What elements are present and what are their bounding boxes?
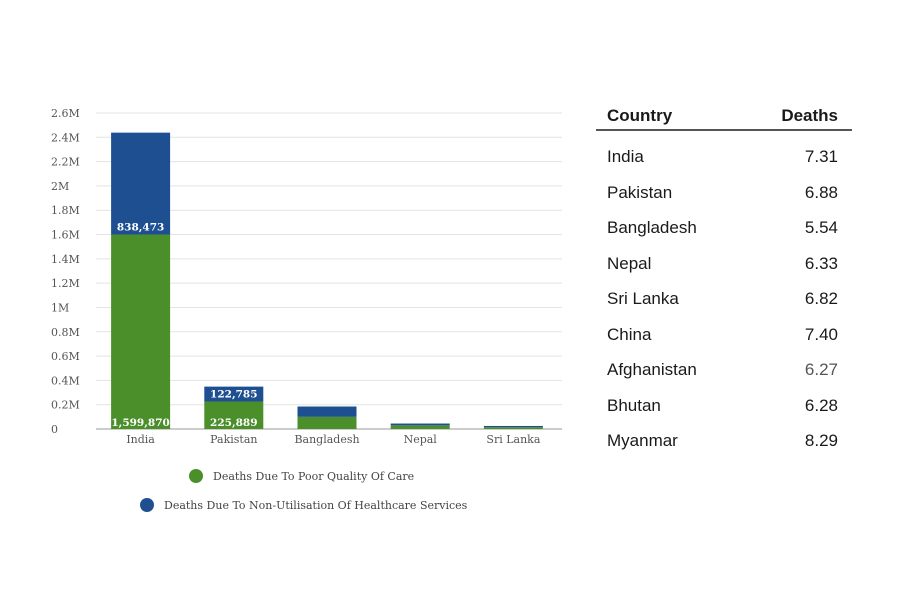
deaths-cell: 7.40 <box>804 324 838 344</box>
table-row: Pakistan 6.88 <box>596 175 852 211</box>
legend-swatch <box>189 469 203 483</box>
x-category-label: India <box>126 433 155 446</box>
data-label-non-utilisation: 122,785 <box>210 389 258 401</box>
x-category-label: Sri Lanka <box>486 433 540 446</box>
deaths-cell: 6.82 <box>804 289 838 308</box>
bar-non-utilisation <box>390 423 450 426</box>
country-cell: Nepal <box>607 253 652 273</box>
country-cell: Afghanistan <box>607 360 697 379</box>
bar-non-utilisation <box>204 386 264 402</box>
table-row: Bhutan 6.28 <box>596 388 852 424</box>
country-cell: Pakistan <box>607 182 673 202</box>
deaths-cell: 5.54 <box>804 218 838 237</box>
bar-non-utilisation <box>483 425 543 428</box>
header-country: Country <box>607 106 673 125</box>
y-tick-label: 1.6M <box>51 229 80 242</box>
x-category-label: Nepal <box>404 433 438 446</box>
table-row: Myanmar 8.29 <box>596 423 852 459</box>
data-labels: 1,599,870 838,473 225,889 122,785 <box>111 222 257 429</box>
deaths-cell: 6.33 <box>804 253 838 273</box>
table-row: Bangladesh 5.54 <box>596 210 852 246</box>
deaths-cell: 6.88 <box>804 182 838 202</box>
bar-poor-quality-care <box>390 425 450 429</box>
table-row: China 7.40 <box>596 317 852 353</box>
country-cell: Bhutan <box>607 395 661 415</box>
y-axis-ticks: 0 0.2M 0.4M 0.6M 0.8M 1M 1.2M 1.4M 1.6M 1.8M 2M 2.2… <box>51 107 80 436</box>
data-label-non-utilisation: 838,473 <box>117 222 165 234</box>
country-cell: Bangladesh <box>607 218 697 237</box>
header-deaths: Deaths <box>781 106 838 125</box>
country-cell: China <box>607 324 652 344</box>
x-category-label: Bangladesh <box>294 433 359 446</box>
y-tick-label: 1M <box>51 301 69 314</box>
bar-poor-quality-care <box>111 234 171 429</box>
legend-swatch <box>140 498 154 512</box>
data-label-poor-quality: 1,599,870 <box>111 417 169 429</box>
bar-non-utilisation <box>111 132 171 235</box>
country-cell: Myanmar <box>607 431 678 450</box>
y-tick-label: 2.6M <box>51 107 80 120</box>
y-tick-label: 0.4M <box>51 374 80 387</box>
bar-poor-quality-care <box>297 416 357 429</box>
y-tick-label: 2M <box>51 180 69 193</box>
deaths-cell: 8.29 <box>804 431 838 450</box>
x-category-label: Pakistan <box>210 433 257 446</box>
y-tick-label: 0.2M <box>51 399 80 412</box>
table-row: India 7.31 <box>596 139 852 175</box>
deaths-cell: 6.27 <box>804 360 838 379</box>
legend-label: Deaths Due To Poor Quality Of Care <box>213 470 414 483</box>
y-tick-label: 0 <box>51 423 58 436</box>
table-header: Country Deaths <box>596 98 852 131</box>
gridlines <box>96 112 562 430</box>
bar-non-utilisation <box>297 406 357 417</box>
y-tick-label: 1.8M <box>51 204 80 217</box>
y-tick-label: 2.2M <box>51 156 80 169</box>
deaths-table: Country Deaths India 7.31 Pakistan 6.88 Bang… <box>596 98 852 459</box>
legend: Deaths Due To Poor Quality Of Care Deaths… <box>140 469 468 512</box>
deaths-cell: 7.31 <box>804 147 838 166</box>
legend-label: Deaths Due To Non-Utilisation Of Healthc… <box>164 499 468 512</box>
table-row: Nepal 6.33 <box>596 246 852 282</box>
table-row: Afghanistan 6.27 <box>596 352 852 388</box>
y-tick-label: 0.6M <box>51 350 80 363</box>
y-tick-label: 1.4M <box>51 253 80 266</box>
bar-poor-quality-care <box>483 427 543 429</box>
y-tick-label: 0.8M <box>51 326 80 339</box>
table-row: Sri Lanka 6.82 <box>596 281 852 317</box>
y-tick-label: 2.4M <box>51 131 80 144</box>
country-cell: Sri Lanka <box>607 289 679 308</box>
bar-poor-quality-care <box>204 401 264 429</box>
x-axis-categories: India Pakistan Bangladesh Nepal Sri Lanka <box>126 433 541 446</box>
y-tick-label: 1.2M <box>51 277 80 290</box>
data-label-poor-quality: 225,889 <box>210 417 258 429</box>
table-body: India 7.31 Pakistan 6.88 Bangladesh 5.54 Nepal… <box>596 131 852 459</box>
deaths-cell: 6.28 <box>804 395 838 415</box>
country-cell: India <box>607 147 644 166</box>
bars <box>111 132 543 429</box>
